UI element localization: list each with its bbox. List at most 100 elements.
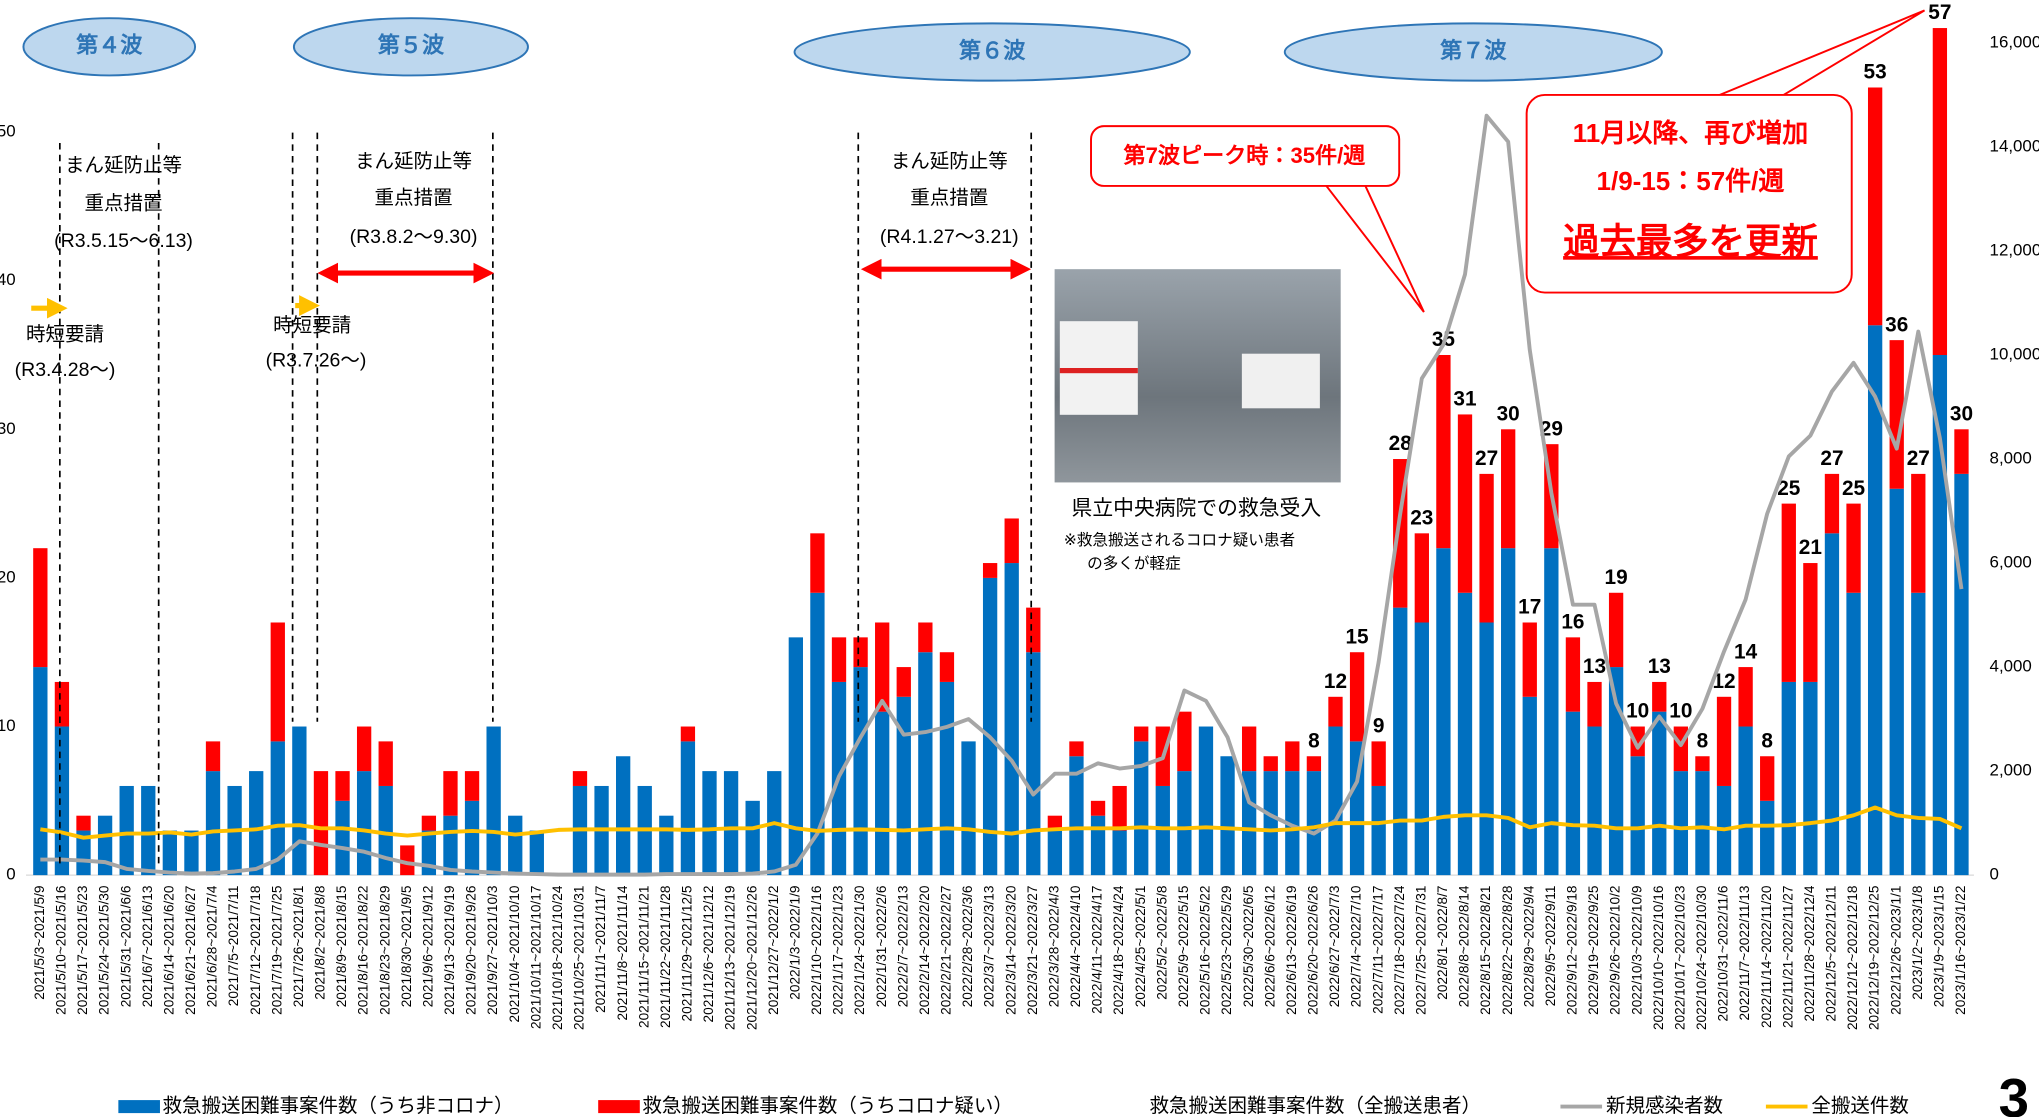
bar (184, 830, 199, 876)
bar (1393, 607, 1408, 876)
bar (464, 771, 480, 801)
bar (378, 785, 393, 876)
bar (508, 815, 523, 876)
value-label: 8 (1697, 729, 1709, 752)
x-tick-label: 2021/7/19~2021/7/25 (269, 885, 284, 1015)
x-tick-label: 2022/5/16~2022/5/22 (1198, 886, 1213, 1015)
line (40, 113, 1964, 877)
x-tick-label: 2022/8/15~2022/8/21 (1478, 886, 1493, 1015)
bar (1630, 756, 1645, 876)
wave-label: 第４波 (75, 33, 143, 58)
x-tick-label: 2022/3/14~2022/3/20 (1003, 885, 1018, 1015)
bar (1134, 726, 1149, 742)
bar (1630, 726, 1645, 757)
bar (1155, 785, 1170, 876)
bar (1306, 771, 1322, 876)
value-label: 16 (1561, 611, 1584, 634)
callout-pointer (1325, 185, 1425, 313)
shorten-text: (R3.4.28〜) (15, 359, 116, 381)
bar (1803, 681, 1818, 876)
bar (1349, 652, 1365, 742)
bar (1090, 800, 1106, 816)
bar (421, 815, 437, 831)
bar (961, 741, 976, 876)
bar (1479, 622, 1494, 876)
bar (680, 741, 696, 876)
value-label: 10 (1669, 700, 1692, 723)
x-tick-label: 2022/2/21~2022/2/27 (939, 886, 954, 1015)
bar (356, 726, 372, 772)
bar (1911, 592, 1926, 876)
x-tick-label: 2021/9/20~2021/9/26 (464, 886, 479, 1015)
x-tick-label: 2022/10/17~2022/10/23 (1672, 886, 1687, 1031)
plot: 0 10 20 30 40 50 0 2,000 4,000 6,000 8,000 10,000 12… (0, 1, 2039, 1030)
line (40, 805, 1963, 840)
legend-label: 救急搬送困難事案件数（うち非コロナ） (163, 1095, 514, 1117)
bar (1371, 785, 1386, 876)
bar (1501, 429, 1516, 549)
shorten-text: 時短要請 (273, 315, 351, 337)
bar (1652, 681, 1667, 712)
x-tick-label: 2022/5/2~2022/5/8 (1154, 886, 1169, 1000)
bar (1608, 667, 1624, 876)
bar (1285, 741, 1300, 772)
measure-text: まん延防止等 (891, 151, 1008, 173)
bar (1371, 741, 1386, 786)
bar (1349, 741, 1365, 876)
x-tick-label: 2021/11/15~2021/11/21 (636, 886, 651, 1028)
x-tick-label: 2021/8/2~2021/8/8 (313, 886, 328, 1000)
value-label: 25 (1777, 477, 1800, 500)
bar (1069, 741, 1084, 757)
wave-ellipse (793, 22, 1191, 82)
x-tick-label: 2021/11/22~2021/11/28 (658, 886, 673, 1028)
bar (1803, 563, 1818, 682)
callout-box (1525, 93, 1853, 294)
x-tick-label: 2022/12/12~2022/12/18 (1845, 886, 1860, 1031)
wave-ellipse (292, 17, 529, 77)
bar (1911, 473, 1926, 593)
value-label: 19 (1605, 566, 1628, 589)
bar (1047, 830, 1063, 876)
x-tick-label: 2021/7/26~2021/8/1 (291, 886, 306, 1008)
bar (616, 756, 631, 876)
value-label: 36 (1885, 313, 1908, 336)
bar (529, 830, 544, 876)
bar (1306, 756, 1322, 772)
y-tick-label: 40 (0, 270, 16, 289)
value-label: 57 (1928, 1, 1951, 24)
y2-tick-label: 2,000 (1990, 761, 2032, 780)
bar (939, 652, 955, 682)
bar (335, 771, 350, 801)
bar (1004, 563, 1019, 876)
bar (1112, 785, 1127, 831)
bar (982, 577, 998, 876)
bar (464, 800, 480, 876)
bar (1069, 756, 1084, 876)
measure-text: まん延防止等 (65, 155, 182, 177)
bar (810, 533, 825, 593)
bar (1954, 429, 1969, 474)
wave-label: 第６波 (958, 38, 1026, 63)
x-tick-label: 2022/12/26~2023/1/1 (1888, 886, 1903, 1015)
y2-tick-label: 4,000 (1990, 657, 2032, 676)
bar (1760, 756, 1775, 801)
shorten-text: 時短要請 (26, 324, 104, 346)
photo (1054, 269, 1341, 483)
bar (810, 592, 825, 876)
bar (292, 726, 307, 876)
bar (1414, 622, 1429, 876)
photo-caption: 県立中央病院での救急受入 (1072, 497, 1322, 520)
bar (1824, 473, 1840, 534)
value-label: 31 (1453, 388, 1476, 411)
callout-pointer (1716, 9, 1926, 98)
x-tick-label: 2022/8/22~2022/8/28 (1500, 886, 1515, 1015)
bar (205, 771, 221, 876)
wave-ellipse (22, 17, 197, 77)
x-tick-label: 2021/12/27~2022/1/2 (766, 886, 781, 1015)
measure-text: (R4.1.27〜3.21) (880, 226, 1019, 248)
value-label: 53 (1864, 61, 1887, 84)
photo-note: ※救急搬送されるコロナ疑い患者 (1064, 531, 1295, 549)
bar (1285, 771, 1300, 876)
x-tick-label: 2022/11/14~2022/11/20 (1759, 885, 1774, 1028)
